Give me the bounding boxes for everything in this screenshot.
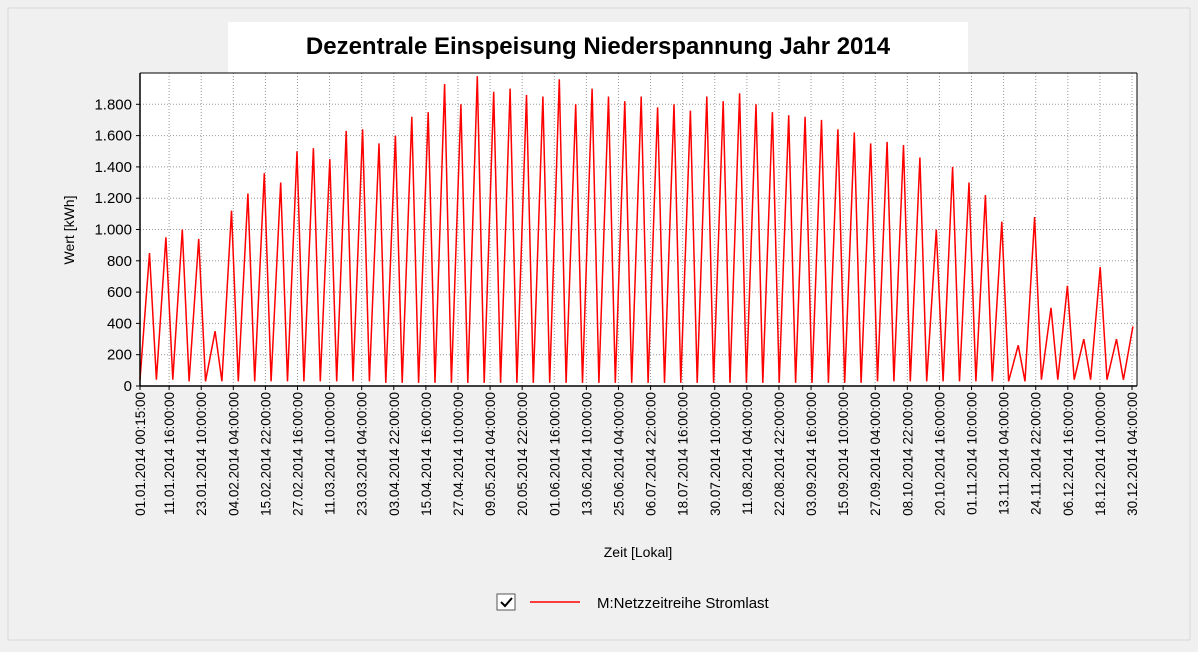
x-tick-label: 01.01.2014 00:15:00 — [133, 392, 148, 516]
legend-checkbox[interactable] — [496, 593, 516, 611]
x-tick-label: 04.02.2014 04:00:00 — [226, 392, 241, 516]
y-tick-label: 200 — [107, 347, 132, 364]
x-tick-label: 13.06.2014 10:00:00 — [579, 392, 594, 516]
x-tick-label: 23.01.2014 10:00:00 — [194, 392, 209, 516]
x-tick-label: 27.02.2014 16:00:00 — [290, 392, 305, 516]
title-box — [228, 22, 968, 74]
x-tick-label: 03.09.2014 16:00:00 — [804, 392, 819, 516]
x-tick-label: 01.06.2014 16:00:00 — [547, 392, 562, 516]
x-tick-label: 24.11.2014 22:00:00 — [1029, 392, 1044, 515]
x-tick-label: 11.01.2014 16:00:00 — [162, 392, 177, 515]
x-tick-label: 22.08.2014 22:00:00 — [772, 392, 787, 516]
y-tick-label: 1.000 — [94, 222, 132, 239]
x-axis-label: Zeit [Lokal] — [604, 544, 672, 560]
x-tick-label: 15.02.2014 22:00:00 — [258, 392, 273, 516]
y-tick-label: 0 — [124, 378, 132, 395]
x-tick-label: 11.03.2014 10:00:00 — [323, 392, 338, 515]
x-tick-label: 11.08.2014 04:00:00 — [740, 392, 755, 515]
x-tick-label: 18.12.2014 10:00:00 — [1093, 392, 1108, 516]
y-axis-label: Wert [kWh] — [61, 196, 77, 265]
y-tick-label: 800 — [107, 253, 132, 270]
legend-label: M:Netzzeitreihe Stromlast — [597, 595, 770, 612]
y-tick-label: 600 — [107, 284, 132, 301]
y-tick-label: 1.200 — [94, 190, 132, 207]
x-tick-label: 30.12.2014 04:00:00 — [1125, 392, 1140, 516]
series-line — [139, 76, 1134, 383]
x-tick-label: 20.05.2014 22:00:00 — [515, 392, 530, 516]
y-tick-label: 1.400 — [94, 159, 132, 176]
x-tick-label: 20.10.2014 16:00:00 — [932, 392, 947, 516]
x-tick-label: 15.04.2014 16:00:00 — [419, 392, 434, 516]
x-tick-label: 13.11.2014 04:00:00 — [997, 392, 1012, 515]
x-tick-label: 23.03.2014 04:00:00 — [355, 392, 370, 516]
x-tick-label: 01.11.2014 10:00:00 — [965, 392, 980, 515]
chart-title: Dezentrale Einspeisung Niederspannung Ja… — [306, 33, 891, 60]
x-tick-label: 27.04.2014 10:00:00 — [451, 392, 466, 516]
y-tick-label: 400 — [107, 315, 132, 332]
x-tick-label: 06.07.2014 22:00:00 — [644, 392, 659, 516]
x-tick-label: 03.04.2014 22:00:00 — [387, 392, 402, 516]
x-tick-label: 09.05.2014 04:00:00 — [483, 392, 498, 516]
x-tick-label: 27.09.2014 04:00:00 — [868, 392, 883, 516]
x-tick-label: 25.06.2014 04:00:00 — [611, 392, 626, 516]
legend: M:Netzzeitreihe Stromlast — [496, 593, 770, 612]
checkmark — [500, 597, 513, 608]
x-tick-label: 06.12.2014 16:00:00 — [1061, 392, 1076, 516]
y-tick-label: 1.600 — [94, 128, 132, 145]
y-tick-label: 1.800 — [94, 96, 132, 113]
x-tick-label: 18.07.2014 16:00:00 — [676, 392, 691, 516]
x-tick-label: 15.09.2014 10:00:00 — [836, 392, 851, 516]
x-tick-label: 08.10.2014 22:00:00 — [900, 392, 915, 516]
x-tick-label: 30.07.2014 10:00:00 — [708, 392, 723, 516]
